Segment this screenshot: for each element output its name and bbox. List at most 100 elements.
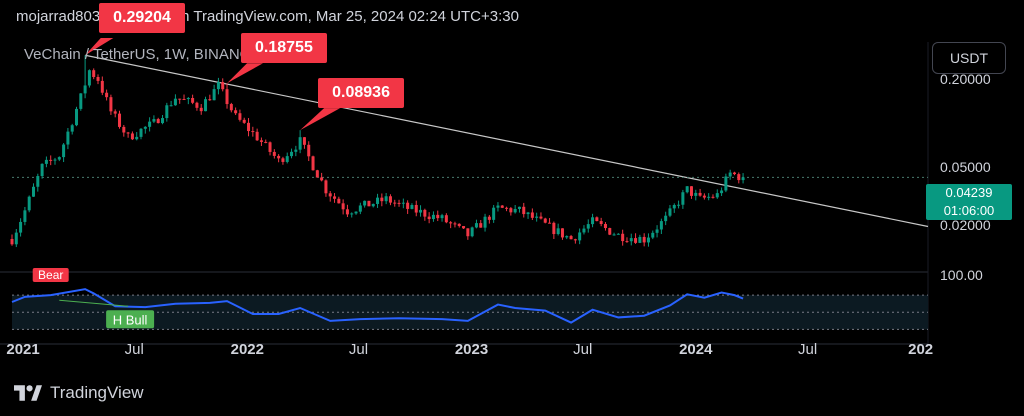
- candle-body: [225, 89, 229, 105]
- candle-body: [388, 196, 392, 203]
- candle-body: [406, 202, 410, 209]
- rsi-axis-label: 100.00: [940, 267, 983, 283]
- candle-body: [505, 207, 509, 209]
- candle-body: [53, 159, 57, 161]
- candle-body: [255, 131, 259, 141]
- candle-body: [294, 149, 298, 152]
- candle-body: [19, 221, 23, 233]
- candle-body: [204, 99, 208, 112]
- candle-body: [285, 156, 289, 162]
- candle-body: [345, 209, 349, 215]
- candle-body: [449, 222, 453, 224]
- candle-body: [457, 223, 461, 227]
- candle-body: [324, 180, 328, 194]
- candle-body: [152, 119, 156, 122]
- candle-body: [612, 234, 616, 236]
- candle-body: [49, 159, 53, 161]
- footer-brand[interactable]: TradingView: [14, 383, 144, 403]
- candle-body: [419, 209, 423, 213]
- candle-body: [358, 205, 362, 212]
- candle-body: [10, 239, 14, 245]
- candle-body: [307, 144, 311, 157]
- candle-body: [664, 215, 668, 222]
- trendline-layer: [12, 38, 929, 228]
- candle-body: [483, 216, 487, 228]
- currency-button[interactable]: USDT: [932, 42, 1006, 74]
- candle-body: [659, 221, 663, 230]
- candle-body: [75, 108, 79, 126]
- candle-body: [105, 92, 109, 98]
- candle-body: [281, 158, 285, 162]
- candle-body: [638, 236, 642, 243]
- candle-body: [436, 214, 440, 219]
- candle-body: [646, 237, 650, 243]
- candle-body: [126, 132, 130, 134]
- callout-pointer: [300, 108, 341, 131]
- chart-canvas[interactable]: 0.20000 0.05000 0.02000 2021 Jul 2022 Jul 2023 J…: [0, 38, 1024, 368]
- candle-body: [229, 104, 233, 111]
- candle-body: [118, 113, 122, 127]
- candle-body: [677, 204, 681, 206]
- chart-area[interactable]: 0.20000 0.05000 0.02000 2021 Jul 2022 Jul 2023 J…: [0, 38, 1024, 368]
- candle-body: [586, 224, 590, 229]
- candle-body: [208, 99, 212, 101]
- candle-body: [629, 238, 633, 242]
- candle-body: [427, 216, 431, 220]
- candle-body: [707, 196, 711, 198]
- candle-body: [517, 206, 521, 209]
- candle-body: [582, 228, 586, 233]
- time-axis-label: 2022: [231, 341, 264, 358]
- candle-body: [328, 193, 332, 197]
- candle-body: [23, 210, 27, 222]
- tradingview-logo-icon: [14, 385, 42, 401]
- candle-body: [492, 207, 496, 220]
- candle-body: [96, 77, 100, 81]
- candle-body: [272, 151, 276, 156]
- candle-body: [87, 70, 91, 86]
- rsi-divergence-labels: Bear H Bull: [32, 268, 155, 329]
- time-axis-label: Jul: [798, 341, 817, 358]
- time-axis-label: Jul: [573, 341, 592, 358]
- candle-body: [689, 186, 693, 196]
- candle-body: [715, 193, 719, 198]
- candle-body: [315, 170, 319, 178]
- candle-body: [221, 82, 225, 90]
- time-axis-label: 2024: [679, 341, 713, 358]
- candle-body: [130, 133, 134, 140]
- price-callout-3: 0.08936: [318, 78, 404, 109]
- candle-body: [530, 212, 534, 218]
- candle-body: [363, 200, 367, 206]
- candle-body: [634, 238, 638, 243]
- candle-body: [139, 128, 143, 137]
- candle-body: [543, 218, 547, 223]
- candle-body: [122, 126, 126, 133]
- last-price-tag: 0.04239 01:06:00: [926, 184, 1012, 220]
- candle-body: [298, 137, 302, 150]
- candle-body: [83, 85, 87, 94]
- candle-body: [698, 192, 702, 196]
- candle-body: [728, 172, 732, 177]
- candle-body: [36, 176, 40, 187]
- candle-body: [31, 186, 36, 197]
- candle-body: [70, 125, 74, 132]
- candle-body: [40, 163, 44, 177]
- candle-body: [178, 98, 182, 100]
- price-callout-1: 0.29204: [99, 3, 185, 34]
- time-axis-label: Jul: [349, 341, 368, 358]
- candle-body: [156, 119, 160, 124]
- candle-body: [401, 202, 405, 204]
- candle-body: [672, 204, 676, 209]
- candle-body: [470, 227, 474, 237]
- candle-body: [165, 105, 169, 119]
- candle-body: [247, 122, 251, 132]
- candle-body: [199, 107, 203, 112]
- candle-body: [135, 136, 139, 140]
- candle-body: [573, 239, 577, 241]
- candle-body: [599, 221, 603, 225]
- bull-label: H Bull: [113, 312, 148, 327]
- bear-label: Bear: [38, 268, 63, 282]
- candle-body: [384, 196, 388, 202]
- candles: [10, 55, 745, 248]
- candle-body: [651, 232, 655, 238]
- candle-body: [560, 228, 564, 238]
